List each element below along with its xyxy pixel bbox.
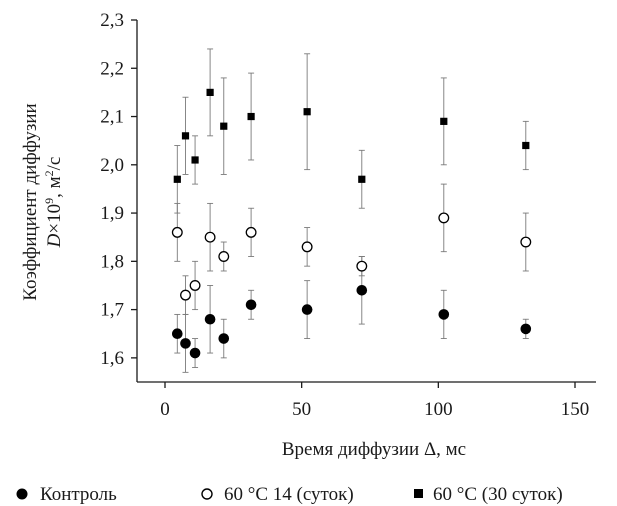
point-control: [245, 299, 257, 311]
y-tick-label: 1,6: [100, 348, 124, 369]
y-axis-label-line1: Коэффициент диффузии: [20, 103, 41, 300]
point-control: [520, 323, 532, 335]
point-14days: [189, 280, 201, 291]
error-bars: [174, 48, 529, 373]
point-30days: [191, 156, 199, 164]
y-tick-label: 2,0: [100, 155, 124, 176]
point-control: [438, 309, 450, 320]
point-30days: [206, 88, 214, 96]
point-14days: [520, 236, 532, 248]
ticks: 0 50 100 150 1,6 1,7 1,8 1,9 2,0 2,1 2,2 2,3: [100, 10, 589, 420]
y-tick-label: 1,7: [100, 300, 124, 321]
point-control: [204, 313, 216, 325]
axes: [136, 20, 596, 383]
legend-marker-30days: [414, 489, 423, 498]
point-14days: [218, 251, 230, 262]
y-tick-label: 2,2: [100, 58, 124, 79]
legend-label-30days: 60 °C (30 суток): [433, 484, 563, 505]
legend-marker-14days: [201, 488, 213, 500]
point-14days: [204, 231, 216, 243]
point-control: [180, 338, 191, 349]
legend-label-14days: 60 °C 14 (суток): [224, 484, 354, 505]
x-tick-label: 0: [160, 399, 170, 420]
x-tick-label: 50: [292, 399, 311, 420]
y-axis-label: Коэффициент диффузии D×109, м2/с: [20, 103, 65, 300]
legend-marker-control: [16, 488, 28, 500]
y-axis-label-line2: D×109, м2/с: [42, 157, 65, 249]
point-30days: [303, 108, 311, 116]
y-tick-label: 1,8: [100, 251, 124, 272]
point-30days: [247, 112, 255, 121]
point-14days: [301, 241, 313, 253]
y-axis-label-unit-exp: 2: [42, 170, 56, 176]
point-14days: [171, 226, 183, 238]
y-tick-label: 2,3: [100, 10, 124, 31]
point-30days: [220, 122, 228, 130]
point-14days: [180, 289, 191, 301]
y-tick-label: 1,9: [100, 203, 124, 224]
y-axis-label-unit-tail: /с: [44, 157, 65, 171]
x-tick-label: 100: [424, 399, 453, 420]
point-30days: [522, 141, 530, 150]
point-14days: [245, 226, 257, 238]
y-axis-label-mult: ×10: [44, 204, 65, 234]
legend: Контроль 60 °C 14 (суток) 60 °C (30 суто…: [16, 484, 563, 505]
point-control: [189, 347, 201, 359]
point-control: [301, 304, 313, 315]
x-axis-label: Время диффузии Δ, мс: [282, 439, 466, 460]
point-30days: [181, 132, 190, 140]
data-points: [171, 88, 532, 359]
point-30days: [173, 175, 181, 183]
y-axis-label-var: D: [44, 233, 65, 248]
point-30days: [440, 117, 448, 125]
point-control: [356, 284, 368, 296]
y-axis-label-unit: , м: [44, 176, 65, 198]
point-30days: [358, 175, 366, 183]
point-14days: [356, 260, 368, 272]
y-tick-label: 2,1: [100, 107, 124, 128]
legend-label-control: Контроль: [40, 484, 117, 505]
point-14days: [438, 212, 450, 224]
point-control: [172, 328, 183, 340]
point-control: [218, 333, 230, 344]
x-tick-label: 150: [561, 399, 590, 420]
y-axis-label-exp: 9: [42, 198, 56, 204]
